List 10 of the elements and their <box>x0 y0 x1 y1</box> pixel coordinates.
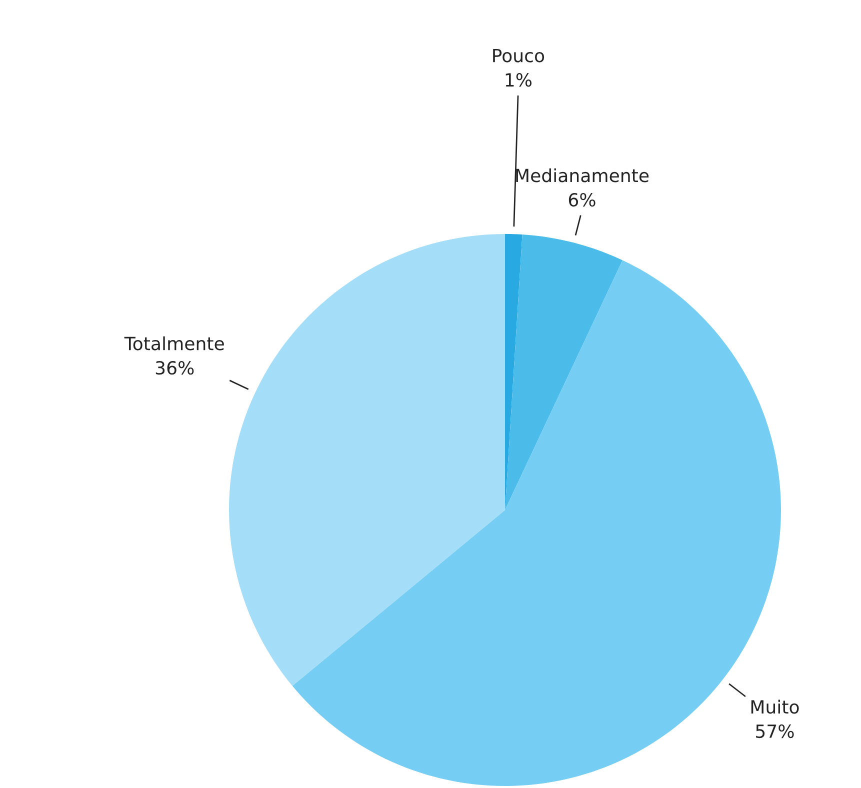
pie-slice <box>229 234 505 686</box>
slice-label: Muito <box>751 700 799 714</box>
slice-label: Pouco <box>493 48 544 62</box>
slice-label: Medianamente <box>516 168 649 182</box>
data-label: 1% <box>506 73 532 87</box>
slice-label: Totalmente <box>124 336 224 350</box>
data-label: 6% <box>568 192 596 207</box>
pie-slice <box>505 234 623 510</box>
data-label: 57% <box>756 724 794 738</box>
data-label: 36% <box>156 361 194 375</box>
